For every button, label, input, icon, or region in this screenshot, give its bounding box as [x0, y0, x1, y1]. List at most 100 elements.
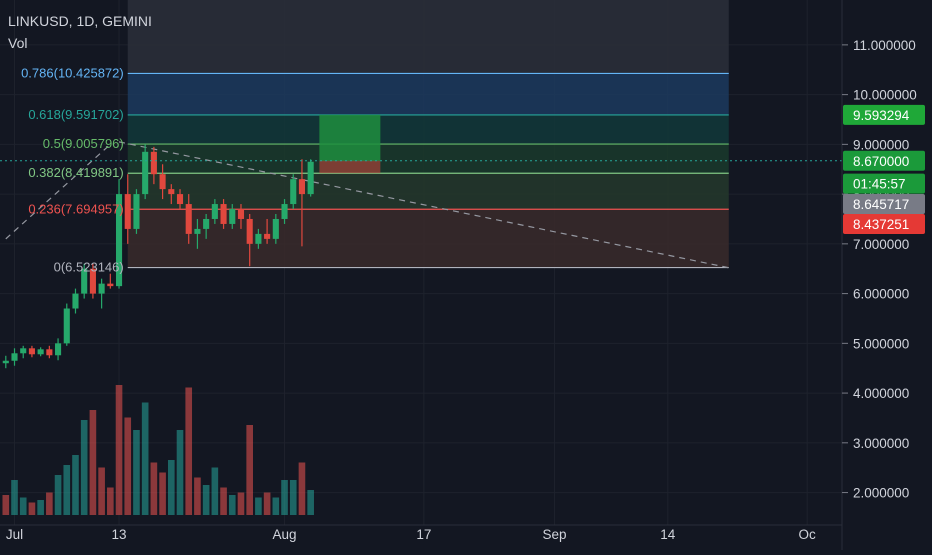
candle-body — [220, 204, 227, 224]
volume-bar — [194, 477, 201, 515]
fib-level-label: 0.618(9.591702) — [28, 107, 123, 122]
fibonacci-labels: 0.786(10.425872) 0.618(9.591702) 0.5(9.005… — [21, 65, 124, 274]
volume-bar — [19, 497, 27, 515]
candle-body — [28, 348, 35, 355]
price-tick-label: 10.000000 — [853, 88, 917, 103]
price-axis-background[interactable] — [842, 0, 932, 550]
volume-bar — [211, 467, 219, 515]
price-tick-label: 11.000000 — [853, 38, 916, 53]
descending-trend-line[interactable] — [118, 141, 729, 269]
price-tick-label: 6.000000 — [853, 287, 909, 302]
candle-body — [237, 209, 245, 219]
volume-bar — [202, 485, 210, 515]
candle-body — [246, 218, 253, 244]
volume-bar — [255, 497, 262, 515]
volume-bar — [298, 462, 306, 515]
candle-body — [72, 293, 79, 309]
candle-body — [81, 268, 88, 294]
price-badge-label: 8.670000 — [853, 154, 909, 169]
volume-bar — [141, 402, 149, 515]
volume-bar — [272, 497, 280, 515]
volume-bar — [220, 487, 227, 515]
volume-bar — [246, 425, 254, 515]
volume-bar — [289, 480, 297, 515]
volume-bar — [98, 467, 105, 515]
volume-bar — [159, 472, 166, 515]
volume-bar — [54, 475, 62, 515]
fib-level-label: 0.786(10.425872) — [21, 65, 124, 80]
time-tick-label: 14 — [660, 527, 676, 542]
time-tick-label: 17 — [416, 527, 431, 542]
volume-bar — [46, 492, 53, 515]
volume-bar — [72, 455, 79, 515]
price-badge — [843, 213, 925, 234]
volume-bar — [11, 480, 18, 515]
candle-body — [2, 360, 9, 364]
volume-bar — [307, 490, 314, 515]
candle-body — [20, 348, 27, 354]
candle-body — [142, 151, 149, 195]
volume-bar — [2, 495, 10, 515]
position-loss-zone[interactable] — [319, 160, 381, 174]
candle-body — [150, 151, 157, 175]
candle-body — [203, 218, 210, 229]
long-position-tool[interactable] — [319, 114, 381, 174]
candle-body — [298, 179, 306, 195]
time-tick-label: Oc — [799, 527, 817, 542]
volume-bar — [80, 420, 88, 515]
price-badge — [843, 104, 925, 125]
fib-zone — [127, 114, 729, 145]
volume-bar — [107, 487, 114, 515]
price-badge-label: 01:45:57 — [853, 177, 906, 192]
candle-body — [89, 268, 96, 294]
candles — [2, 144, 314, 369]
candle-body — [11, 353, 18, 361]
candle-body — [133, 194, 140, 229]
time-tick-label: Sep — [543, 527, 567, 542]
volume-bar — [228, 495, 236, 515]
volume-bar — [263, 492, 271, 515]
price-axis[interactable]: 2.000000 3.000000 4.000000 5.000000 6.000000… — [842, 38, 917, 501]
time-tick-label: Jul — [6, 527, 23, 542]
time-axis[interactable]: Jul 13 Aug 17 Sep 14 Oc — [0, 524, 842, 542]
candle-body — [46, 349, 53, 356]
fib-zone — [127, 209, 729, 268]
price-tick-label: 5.000000 — [853, 336, 909, 351]
fib-level-label: 0(6.523146) — [54, 260, 124, 275]
candle-body — [37, 349, 44, 355]
candle-body — [194, 228, 201, 234]
candle-body — [107, 283, 114, 287]
candle-body — [159, 174, 166, 190]
fibonacci-retracement[interactable] — [127, 0, 729, 269]
candle-body — [229, 209, 236, 224]
volume-bar — [185, 387, 193, 515]
ascending-trend-line[interactable] — [5, 143, 111, 240]
position-profit-zone[interactable] — [319, 114, 381, 162]
candle-body — [290, 179, 297, 205]
price-badge-label: 8.645717 — [853, 197, 909, 212]
price-badge — [843, 150, 925, 171]
price-tick-label: 7.000000 — [853, 237, 909, 252]
volume-bar — [63, 465, 71, 515]
candle-body — [307, 161, 314, 195]
volume-bar — [115, 385, 123, 515]
volume-bar — [89, 410, 97, 515]
price-badge — [843, 173, 925, 194]
candle-body — [211, 204, 218, 219]
fib-zone — [127, 173, 729, 210]
volume-bars — [2, 385, 314, 515]
candle-body — [272, 218, 279, 239]
trend-lines[interactable] — [5, 141, 729, 269]
volume-bar — [237, 492, 245, 515]
volume-indicator-label[interactable]: Vol — [8, 35, 27, 51]
volume-bar — [281, 480, 288, 515]
candle-body — [98, 283, 105, 294]
time-tick-label: 13 — [112, 527, 127, 542]
price-badge-label: 9.593294 — [853, 108, 910, 123]
price-tick-label: 9.000000 — [853, 137, 909, 152]
volume-bar — [133, 430, 140, 515]
time-tick-label: Aug — [273, 527, 297, 542]
volume-bar — [150, 462, 158, 515]
